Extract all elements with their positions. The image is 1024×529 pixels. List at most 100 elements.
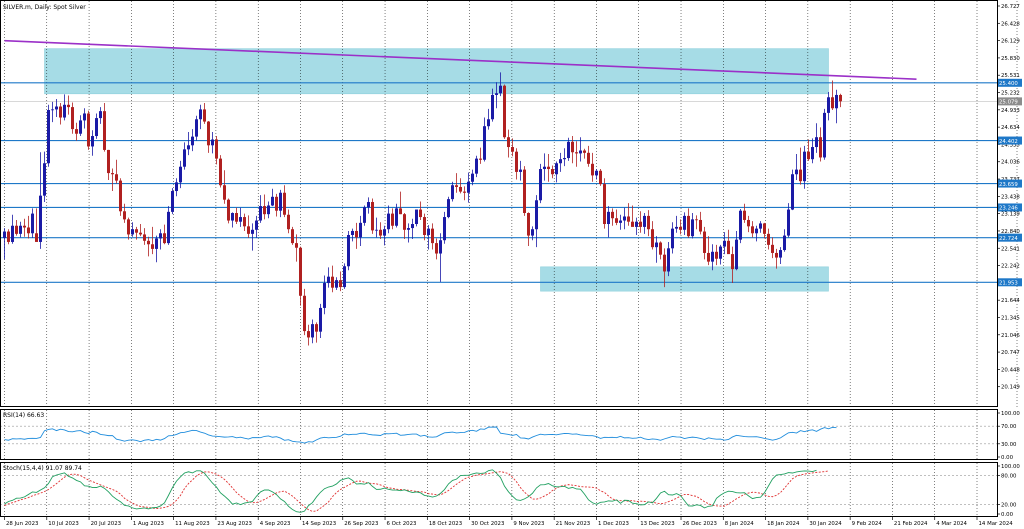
candle-body xyxy=(623,216,626,221)
current-price-box xyxy=(998,97,1022,106)
level-label-box xyxy=(998,233,1022,242)
price-tick-label: 20.448 xyxy=(1001,367,1020,373)
candle-body xyxy=(243,217,246,227)
price-tick-label: 22.840 xyxy=(1001,229,1020,235)
candle-body xyxy=(331,276,334,288)
date-tick-label: 4 Sep 2023 xyxy=(260,521,291,527)
candle-body xyxy=(627,216,630,222)
price-zones xyxy=(44,48,829,292)
candle-body xyxy=(723,240,726,247)
candle-body xyxy=(371,202,374,231)
candle-body xyxy=(183,149,186,167)
candle-body xyxy=(567,141,570,159)
price-trendline-layer xyxy=(4,39,917,80)
candle-body xyxy=(359,222,362,238)
chart-title: SILVER.m, Daily: Spot Silver xyxy=(3,4,86,11)
candle-body xyxy=(323,283,326,308)
price-tick-label: 23.438 xyxy=(1001,194,1020,200)
candle-body xyxy=(819,137,822,158)
candle-body xyxy=(115,174,118,181)
price-tick-label: 25.232 xyxy=(1001,91,1020,97)
price-tick-label: 25.830 xyxy=(1001,56,1020,62)
candle-body xyxy=(51,109,54,111)
candle-body xyxy=(759,223,762,229)
candle-body xyxy=(327,276,330,284)
candle-body xyxy=(507,137,510,148)
candle-body xyxy=(103,111,106,150)
price-tick-label: 24.335 xyxy=(1001,142,1020,148)
candle-body xyxy=(195,119,198,137)
candle-body xyxy=(159,233,162,239)
rsi-panel[interactable]: 100.00 70.00 30.00 0.00 RSI(14) 66.63 xyxy=(0,409,1020,462)
date-axis: 28 Jun 2023 10 Jul 2023 20 Jul 2023 1 Aug 2… xyxy=(4,517,1014,527)
candle-body xyxy=(3,231,6,238)
candle-body xyxy=(235,213,238,222)
candle-body xyxy=(655,242,658,248)
rsi-tick-label: 30.00 xyxy=(1001,442,1017,448)
candle-body xyxy=(295,243,298,248)
candle-body xyxy=(599,170,602,185)
candle-body xyxy=(107,149,110,174)
candle-body xyxy=(215,139,218,159)
candle-body xyxy=(247,226,250,234)
candle-body xyxy=(691,219,694,237)
candle-body xyxy=(35,233,38,242)
zone-1 xyxy=(540,266,829,292)
candle-body xyxy=(155,238,158,249)
zone-0 xyxy=(44,48,829,95)
price-tick-label: 20.747 xyxy=(1001,350,1020,356)
candle-body xyxy=(15,225,18,234)
date-tick-label: 11 Aug 2023 xyxy=(175,521,210,527)
candle-body xyxy=(363,207,366,223)
candle-body xyxy=(279,192,282,211)
candle-body xyxy=(383,229,386,236)
candle-body xyxy=(271,196,274,206)
candle-body xyxy=(639,221,642,227)
candle-body xyxy=(551,169,554,175)
rsi-title: RSI(14) 66.63 xyxy=(3,412,44,419)
candle-body xyxy=(439,240,442,254)
date-tick-label: 30 Jan 2024 xyxy=(809,521,842,527)
price-tick-label: 24.634 xyxy=(1001,125,1020,131)
candle-body xyxy=(303,295,306,332)
price-tick-label: 21.046 xyxy=(1001,333,1020,339)
candle-body xyxy=(151,244,154,249)
price-tick-label: 22.242 xyxy=(1001,264,1020,270)
candle-body xyxy=(407,228,410,230)
candle-body xyxy=(351,230,354,236)
candle-body xyxy=(659,242,662,255)
candle-body xyxy=(443,217,446,241)
candle-body xyxy=(223,185,226,200)
level-label: 23.659 xyxy=(999,182,1018,188)
candle-body xyxy=(511,147,514,152)
candle-body xyxy=(799,169,802,182)
candle-body xyxy=(807,151,810,160)
date-tick-label: 14 Mar 2024 xyxy=(979,521,1014,527)
candle-body xyxy=(463,191,466,193)
candle-body xyxy=(187,145,190,150)
stoch-grid xyxy=(0,463,997,517)
level-label: 21.953 xyxy=(999,280,1018,286)
candle-body xyxy=(647,215,650,230)
date-tick-label: 21 Feb 2024 xyxy=(894,521,928,527)
candle-body xyxy=(387,213,390,230)
candle-body xyxy=(635,221,638,227)
stoch-panel-frame xyxy=(0,462,998,517)
candle-body xyxy=(835,94,838,109)
stoch-tick-label: 0.00 xyxy=(1001,512,1014,518)
stoch-panel[interactable]: 100.00 80.00 20.00 0.00 Stoch(15,4,4) 91.07… xyxy=(0,462,1020,519)
candle-body xyxy=(207,121,210,146)
price-tick-label: 21.644 xyxy=(1001,298,1020,304)
candle-body xyxy=(63,104,66,118)
price-tick-label: 26.129 xyxy=(1001,39,1020,45)
candle-body xyxy=(179,166,182,183)
candle-body xyxy=(71,107,74,130)
price-panel[interactable]: 26.727 26.428 26.129 25.830 25.531 25.232 24.9… xyxy=(0,0,1022,408)
candle-body xyxy=(823,112,826,158)
candle-body xyxy=(815,137,818,148)
candle-body xyxy=(19,225,22,234)
candle-body xyxy=(275,196,278,211)
candle-body xyxy=(743,210,746,220)
candle-body xyxy=(839,94,842,102)
